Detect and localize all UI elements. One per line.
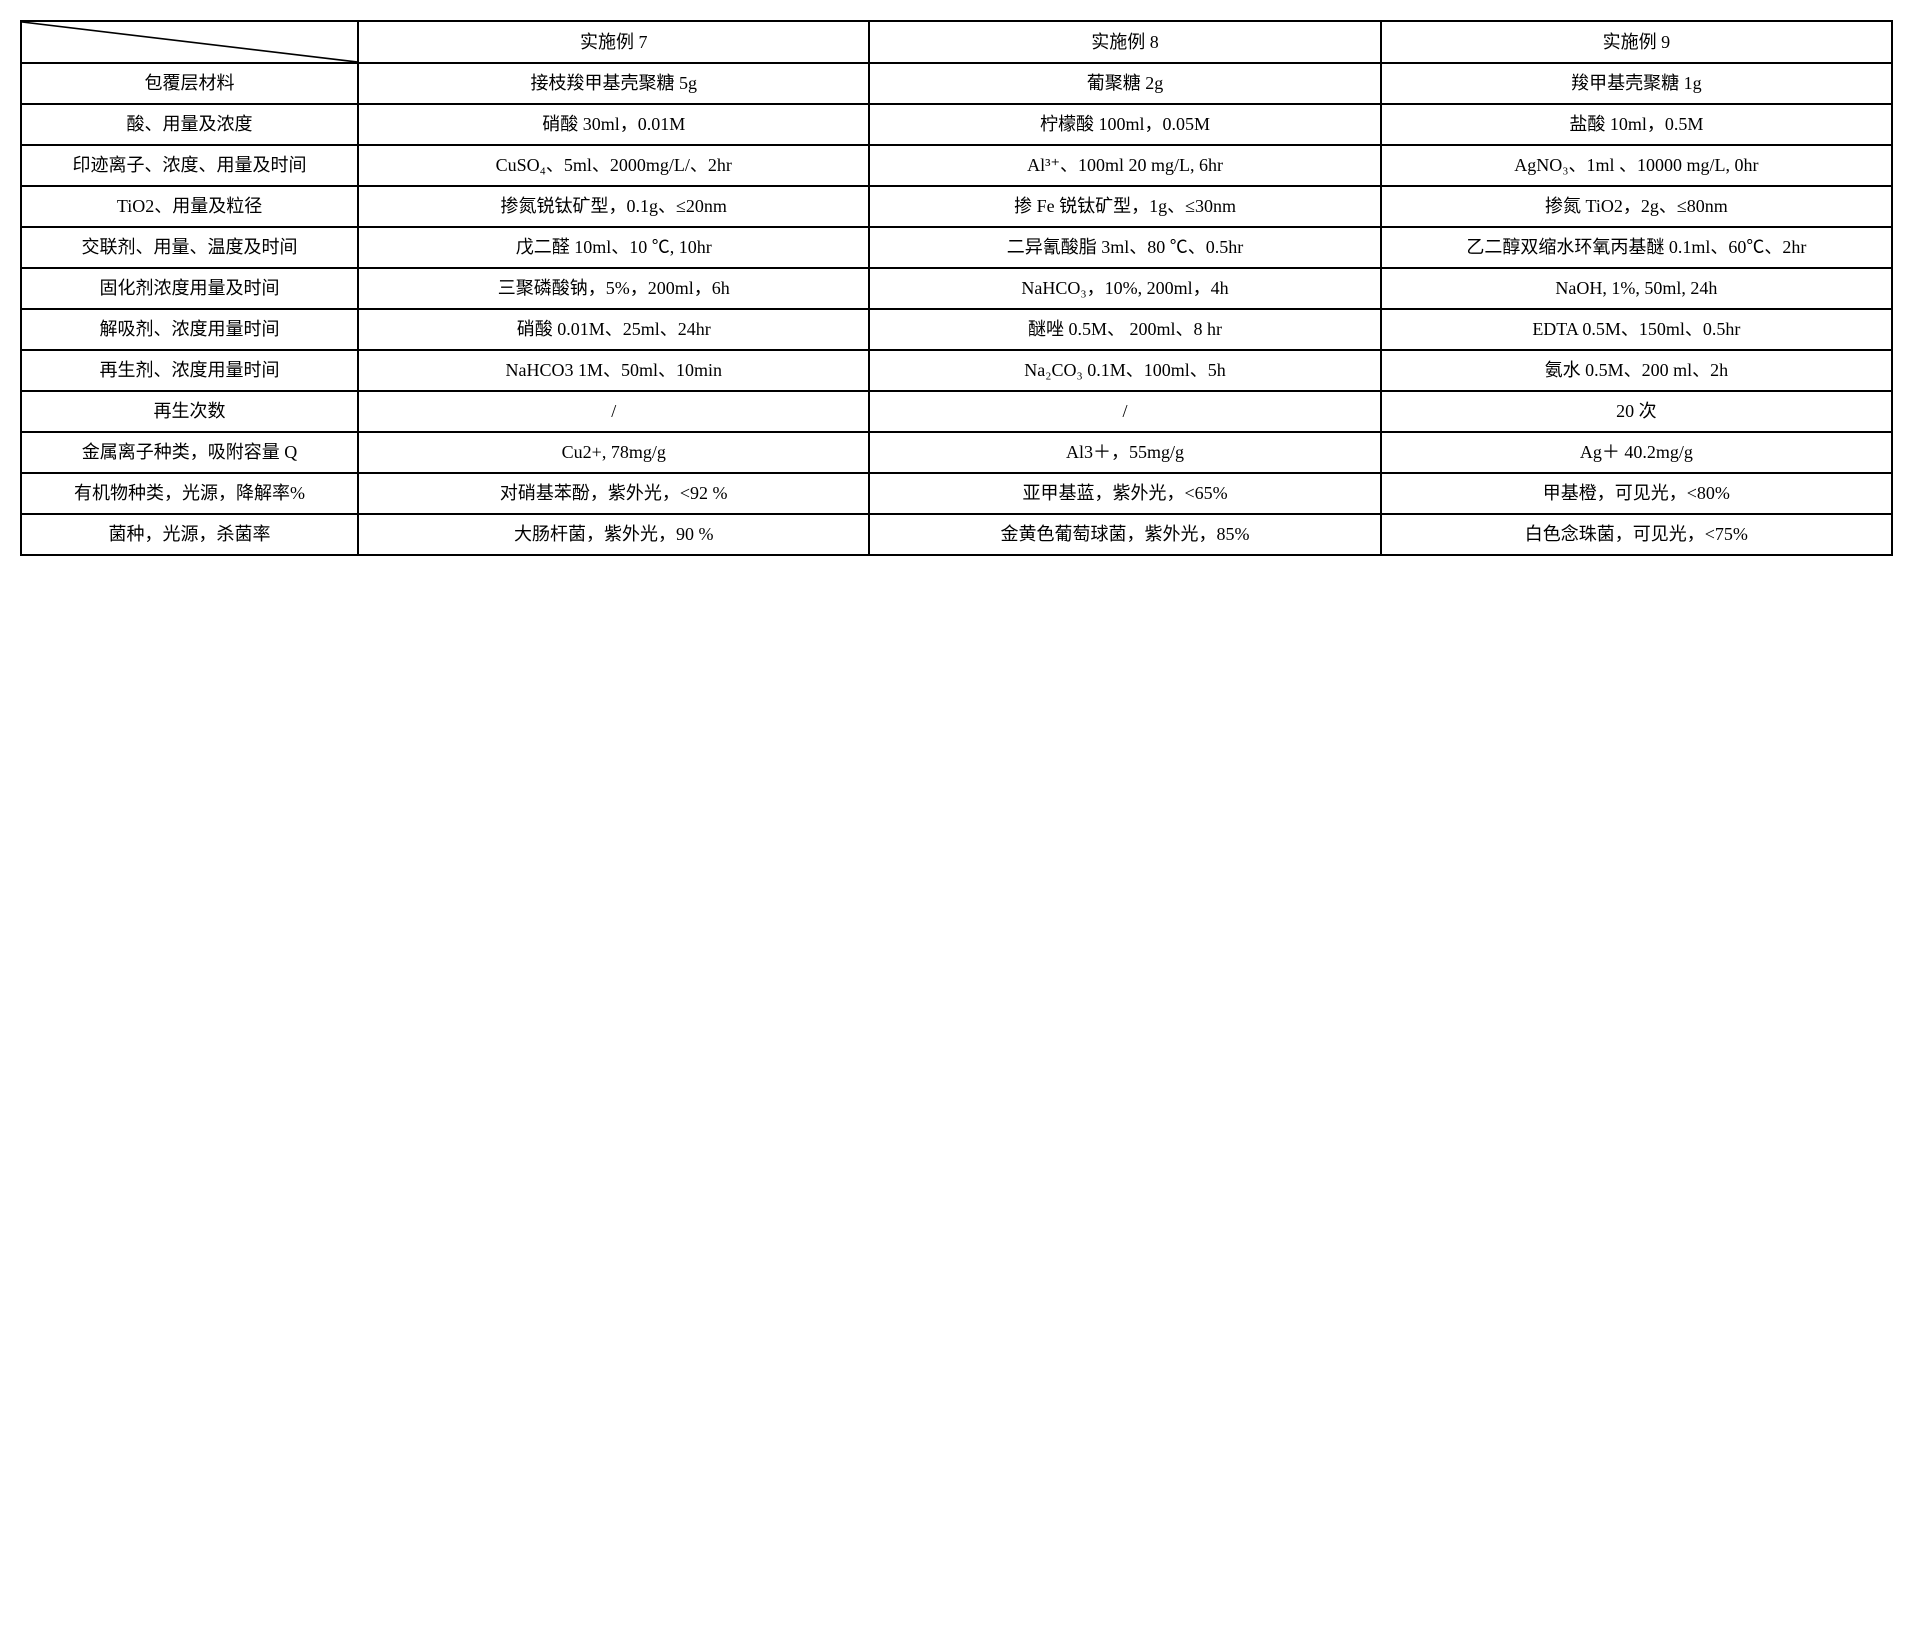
header-row: 实施例 7 实施例 8 实施例 9 <box>21 21 1892 63</box>
cell: 二异氰酸脂 3ml、80 ℃、0.5hr <box>869 227 1380 268</box>
diagonal-line-icon <box>22 22 357 62</box>
cell: NaHCO3 1M、50ml、10min <box>358 350 869 391</box>
cell: Ag＋ 40.2mg/g <box>1381 432 1892 473</box>
table-row: 再生剂、浓度用量时间 NaHCO3 1M、50ml、10min Na₂CO₃ 0… <box>21 350 1892 391</box>
table-row: 有机物种类，光源，降解率% 对硝基苯酚，紫外光，<92 % 亚甲基蓝，紫外光，<… <box>21 473 1892 514</box>
row-label: 包覆层材料 <box>21 63 358 104</box>
cell: 掺 Fe 锐钛矿型，1g、≤30nm <box>869 186 1380 227</box>
row-label: TiO2、用量及粒径 <box>21 186 358 227</box>
cell: 硝酸 30ml，0.01M <box>358 104 869 145</box>
row-label: 有机物种类，光源，降解率% <box>21 473 358 514</box>
column-header: 实施例 8 <box>869 21 1380 63</box>
table-row: 酸、用量及浓度 硝酸 30ml，0.01M 柠檬酸 100ml，0.05M 盐酸… <box>21 104 1892 145</box>
column-header: 实施例 9 <box>1381 21 1892 63</box>
cell: 掺氮 TiO2，2g、≤80nm <box>1381 186 1892 227</box>
cell: 大肠杆菌，紫外光，90 % <box>358 514 869 555</box>
cell: 接枝羧甲基壳聚糖 5g <box>358 63 869 104</box>
cell: NaOH, 1%, 50ml, 24h <box>1381 268 1892 309</box>
table-row: 印迹离子、浓度、用量及时间 CuSO₄、5ml、2000mg/L/、2hr Al… <box>21 145 1892 186</box>
cell: 醚唑 0.5M、 200ml、8 hr <box>869 309 1380 350</box>
cell: 羧甲基壳聚糖 1g <box>1381 63 1892 104</box>
cell: 柠檬酸 100ml，0.05M <box>869 104 1380 145</box>
row-label: 固化剂浓度用量及时间 <box>21 268 358 309</box>
cell: 氨水 0.5M、200 ml、2h <box>1381 350 1892 391</box>
cell: 亚甲基蓝，紫外光，<65% <box>869 473 1380 514</box>
cell: Cu2+, 78mg/g <box>358 432 869 473</box>
cell: 葡聚糖 2g <box>869 63 1380 104</box>
cell: 硝酸 0.01M、25ml、24hr <box>358 309 869 350</box>
cell: 戊二醛 10ml、10 ℃, 10hr <box>358 227 869 268</box>
diagonal-cell <box>21 21 358 63</box>
cell: Na₂CO₃ 0.1M、100ml、5h <box>869 350 1380 391</box>
table-row: 交联剂、用量、温度及时间 戊二醛 10ml、10 ℃, 10hr 二异氰酸脂 3… <box>21 227 1892 268</box>
cell: Al³⁺、100ml 20 mg/L, 6hr <box>869 145 1380 186</box>
cell: Al3＋，55mg/g <box>869 432 1380 473</box>
column-header: 实施例 7 <box>358 21 869 63</box>
cell: 三聚磷酸钠，5%，200ml，6h <box>358 268 869 309</box>
row-label: 金属离子种类，吸附容量 Q <box>21 432 358 473</box>
cell: EDTA 0.5M、150ml、0.5hr <box>1381 309 1892 350</box>
cell: 对硝基苯酚，紫外光，<92 % <box>358 473 869 514</box>
cell: 掺氮锐钛矿型，0.1g、≤20nm <box>358 186 869 227</box>
cell: CuSO₄、5ml、2000mg/L/、2hr <box>358 145 869 186</box>
table-row: 再生次数 / / 20 次 <box>21 391 1892 432</box>
cell: 白色念珠菌，可见光，<75% <box>1381 514 1892 555</box>
cell: / <box>869 391 1380 432</box>
row-label: 菌种，光源，杀菌率 <box>21 514 358 555</box>
table-row: 金属离子种类，吸附容量 Q Cu2+, 78mg/g Al3＋，55mg/g A… <box>21 432 1892 473</box>
row-label: 印迹离子、浓度、用量及时间 <box>21 145 358 186</box>
cell: NaHCO₃，10%, 200ml，4h <box>869 268 1380 309</box>
cell: 乙二醇双缩水环氧丙基醚 0.1ml、60℃、2hr <box>1381 227 1892 268</box>
row-label: 再生剂、浓度用量时间 <box>21 350 358 391</box>
table-row: 固化剂浓度用量及时间 三聚磷酸钠，5%，200ml，6h NaHCO₃，10%,… <box>21 268 1892 309</box>
row-label: 再生次数 <box>21 391 358 432</box>
row-label: 交联剂、用量、温度及时间 <box>21 227 358 268</box>
cell: 盐酸 10ml，0.5M <box>1381 104 1892 145</box>
cell: 甲基橙，可见光，<80% <box>1381 473 1892 514</box>
table-row: 菌种，光源，杀菌率 大肠杆菌，紫外光，90 % 金黄色葡萄球菌，紫外光，85% … <box>21 514 1892 555</box>
row-label: 解吸剂、浓度用量时间 <box>21 309 358 350</box>
table-row: 解吸剂、浓度用量时间 硝酸 0.01M、25ml、24hr 醚唑 0.5M、 2… <box>21 309 1892 350</box>
table-row: 包覆层材料 接枝羧甲基壳聚糖 5g 葡聚糖 2g 羧甲基壳聚糖 1g <box>21 63 1892 104</box>
row-label: 酸、用量及浓度 <box>21 104 358 145</box>
cell: AgNO₃、1ml 、10000 mg/L, 0hr <box>1381 145 1892 186</box>
cell: / <box>358 391 869 432</box>
table-row: TiO2、用量及粒径 掺氮锐钛矿型，0.1g、≤20nm 掺 Fe 锐钛矿型，1… <box>21 186 1892 227</box>
data-table: 实施例 7 实施例 8 实施例 9 包覆层材料 接枝羧甲基壳聚糖 5g 葡聚糖 … <box>20 20 1893 556</box>
cell: 金黄色葡萄球菌，紫外光，85% <box>869 514 1380 555</box>
cell: 20 次 <box>1381 391 1892 432</box>
